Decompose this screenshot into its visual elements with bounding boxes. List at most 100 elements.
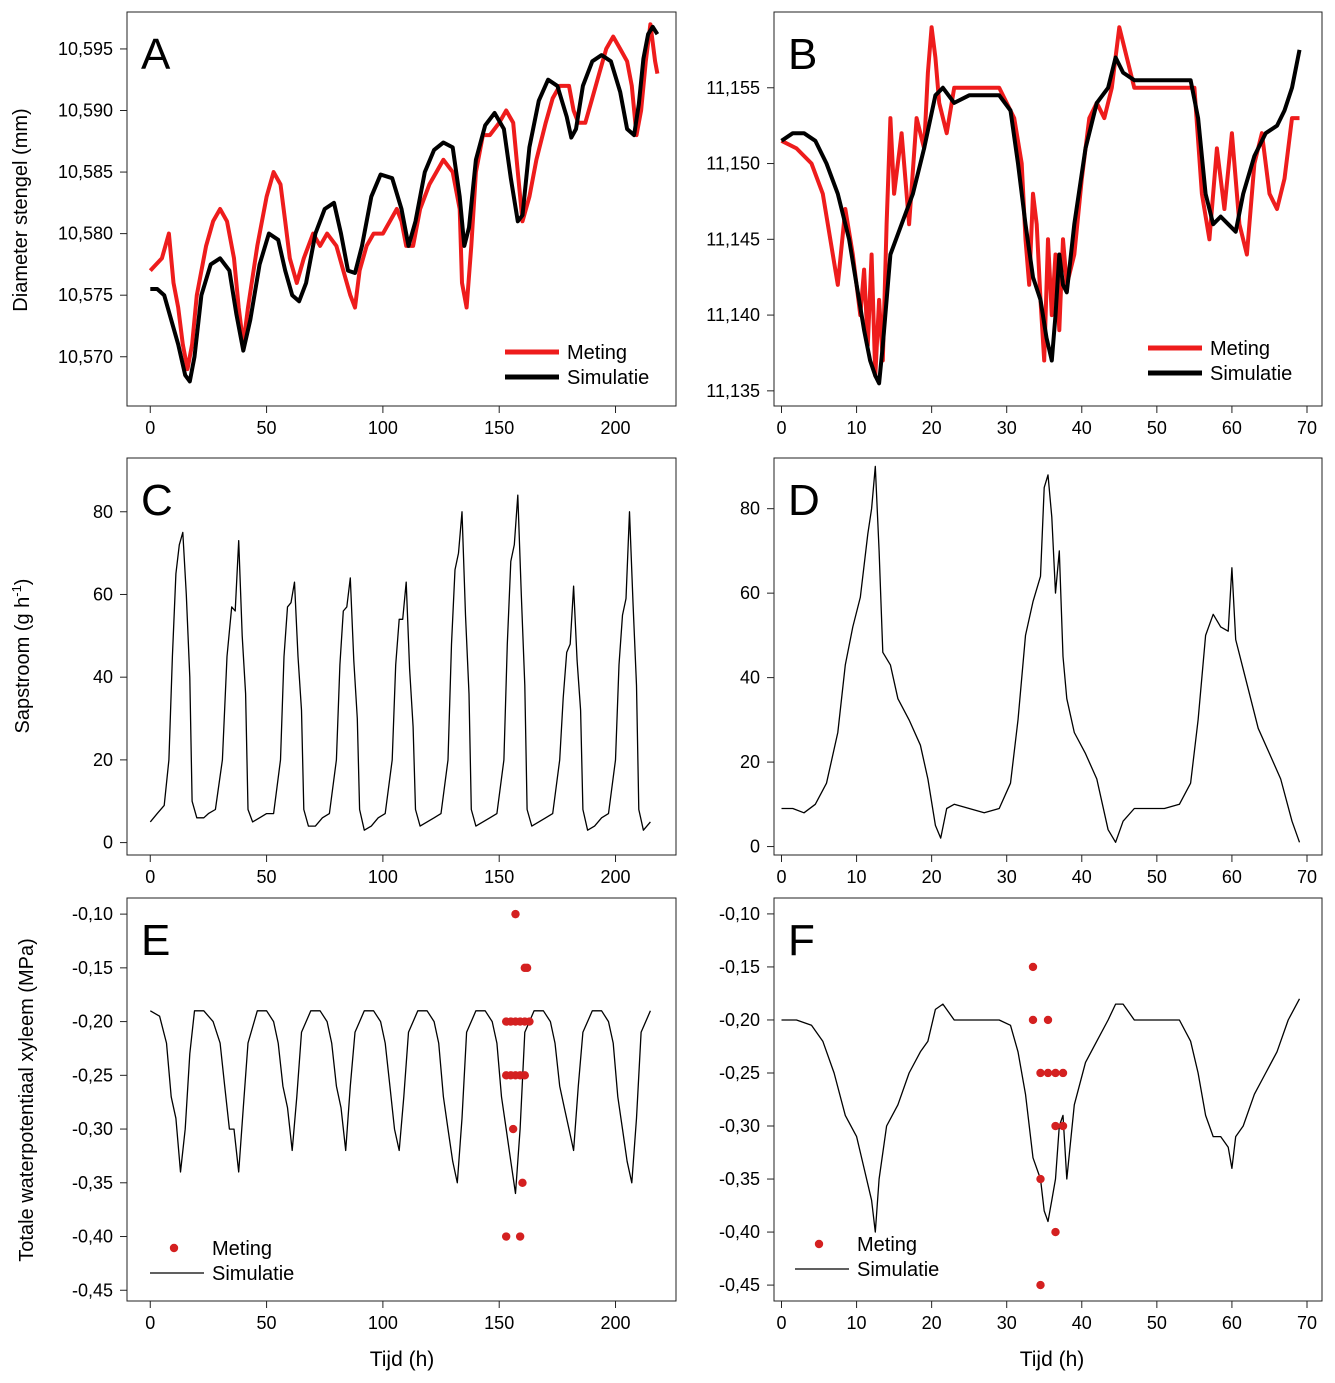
- x-tick-label: 60: [1222, 1313, 1242, 1333]
- ylabel-sapstroom-end: ): [12, 579, 34, 586]
- y-tick-label: -0,25: [72, 1065, 113, 1085]
- series-line-sapstroom: [781, 465, 1301, 843]
- chart-panel-c: 0 50 100 150 200 0 20 40 60 80 C: [93, 457, 677, 887]
- y-tick-label: -0,20: [719, 1010, 760, 1030]
- series-line-simulatie: [781, 998, 1301, 1233]
- y-tick-label: -0,30: [72, 1119, 113, 1139]
- legend-label: Simulatie: [567, 367, 649, 389]
- xlabel-tijd-left: Tijd (h): [370, 1348, 435, 1371]
- x-tick-label: 20: [922, 418, 942, 438]
- y-tick-label: 10,580: [58, 224, 113, 244]
- x-tick-label: 70: [1297, 867, 1317, 887]
- series-line-simulatie: [149, 1010, 651, 1195]
- y-tick-label: 11,135: [706, 381, 760, 401]
- data-point-meting: [1036, 1174, 1045, 1184]
- x-tick-label: 40: [1072, 867, 1092, 887]
- ylabel-sapstroom-main: Sapstroom (g h: [12, 597, 34, 734]
- legend-marker: [169, 1243, 179, 1253]
- x-tick-label: 20: [922, 867, 942, 887]
- x-tick-label: 100: [368, 1313, 398, 1333]
- panel-letter: F: [788, 916, 815, 965]
- x-tick-label: 200: [600, 1313, 630, 1333]
- y-tick-label: 20: [93, 750, 113, 770]
- x-tick-label: 50: [257, 867, 277, 887]
- chart-panel-d: 0 10 20 30 40 50 60 70 0 20 40 60 80 D: [740, 457, 1323, 887]
- y-tick-label: 11,150: [706, 154, 760, 174]
- x-tick-label: 0: [776, 418, 786, 438]
- x-tick-label: 50: [1147, 867, 1167, 887]
- chart-panel-b: 0 10 20 30 40 50 60 70 11,135 11,140 11,145 11,150 1…: [706, 11, 1323, 438]
- x-tick-label: 200: [600, 867, 630, 887]
- chart-panel-e: 0 50 100 150 200 -0,45 -0,40 -0,35 -0,30 -0,25 -0,…: [72, 897, 677, 1333]
- y-tick-label: 60: [93, 584, 113, 604]
- plot-area: [148, 22, 660, 384]
- plot-frame: [126, 11, 677, 407]
- data-point-meting: [515, 1232, 525, 1241]
- data-point-meting: [520, 1071, 529, 1080]
- x-tick-label: 0: [145, 1313, 155, 1333]
- series-line-simulatie: [150, 24, 660, 384]
- series-line-simulatie: [780, 49, 1302, 386]
- data-point-meting: [1028, 1015, 1038, 1025]
- y-tick-label: 60: [740, 583, 760, 603]
- x-tick-label: 70: [1297, 418, 1317, 438]
- x-tick-label: 10: [847, 867, 867, 887]
- y-tick-label: -0,45: [719, 1275, 760, 1295]
- x-tick-label: 60: [1222, 867, 1242, 887]
- y-tick-label: 10,570: [58, 347, 113, 367]
- x-tick-label: 0: [145, 418, 155, 438]
- y-tick-label: 20: [740, 752, 760, 772]
- plot-area: [781, 962, 1301, 1290]
- x-tick-label: 150: [484, 418, 514, 438]
- plot-frame: [773, 457, 1323, 856]
- y-tick-label: 80: [93, 502, 113, 522]
- plot-frame: [126, 897, 677, 1302]
- series-line-meting: [148, 22, 660, 372]
- x-tick-label: 50: [1147, 1313, 1167, 1333]
- plot-frame: [126, 457, 677, 856]
- x-tick-label: 30: [997, 1313, 1017, 1333]
- plot-area: [781, 465, 1301, 843]
- x-tick-label: 0: [776, 1313, 786, 1333]
- legend-label: Simulatie: [1210, 363, 1292, 385]
- legend-label: Meting: [857, 1234, 917, 1256]
- x-tick-label: 100: [368, 418, 398, 438]
- legend-label: Meting: [567, 342, 627, 364]
- y-tick-label: 10,575: [58, 285, 113, 305]
- x-tick-label: 50: [257, 1313, 277, 1333]
- x-tick-label: 30: [997, 867, 1017, 887]
- data-point-meting: [522, 963, 532, 973]
- x-tick-label: 150: [484, 867, 514, 887]
- legend: Meting Simulatie: [795, 1234, 939, 1281]
- x-tick-label: 30: [997, 418, 1017, 438]
- x-tick-label: 0: [776, 867, 786, 887]
- chart-panel-a: 0 50 100 150 200 10,570 10,575 10,580 10,585 10,5…: [58, 11, 677, 438]
- y-tick-label: 0: [750, 837, 760, 857]
- data-point-meting: [1051, 1068, 1060, 1078]
- data-point-meting: [501, 1232, 511, 1241]
- ylabel-waterpotentiaal: Totale waterpotentiaal xyleem (MPa): [16, 938, 38, 1261]
- data-point-meting: [1043, 1015, 1053, 1025]
- x-tick-label: 60: [1222, 418, 1242, 438]
- plot-frame: [773, 897, 1323, 1302]
- y-tick-label: -0,15: [719, 957, 760, 977]
- x-tick-label: 100: [368, 867, 398, 887]
- x-tick-label: 40: [1072, 418, 1092, 438]
- data-point-meting: [508, 1124, 518, 1134]
- panel-letter: D: [788, 476, 820, 525]
- y-tick-label: -0,45: [72, 1280, 113, 1300]
- panel-letter: A: [141, 30, 171, 79]
- y-tick-label: 11,145: [706, 229, 760, 249]
- data-point-meting: [1028, 962, 1038, 972]
- data-point-meting: [1058, 1068, 1068, 1078]
- y-tick-label: 80: [740, 499, 760, 519]
- y-tick-label: -0,10: [72, 904, 113, 924]
- data-point-meting: [1058, 1121, 1068, 1131]
- data-point-meting: [1043, 1068, 1053, 1078]
- data-point-meting: [518, 1178, 527, 1187]
- x-tick-label: 10: [847, 418, 867, 438]
- x-tick-label: 50: [257, 418, 277, 438]
- x-tick-label: 20: [922, 1313, 942, 1333]
- y-tick-label: -0,20: [72, 1012, 113, 1032]
